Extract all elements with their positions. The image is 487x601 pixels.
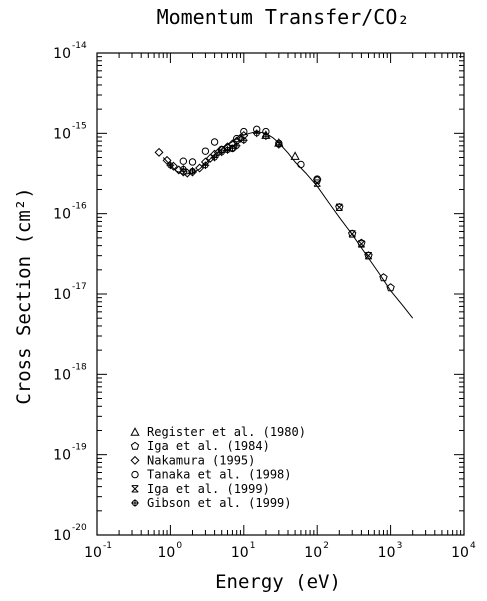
y-tick-label-exponent: -16 — [72, 202, 87, 212]
data-point-plus — [201, 161, 210, 170]
legend: Register et al. (1980)Iga et al. (1984)N… — [130, 425, 306, 510]
data-point-circle — [240, 127, 248, 136]
data-point-plus — [252, 129, 261, 138]
data-point-circle — [313, 175, 321, 183]
data-point-circle — [297, 160, 305, 169]
data-point-triangle — [290, 151, 300, 160]
data-point-diamond — [195, 163, 205, 173]
x-tick-label: 10 — [231, 545, 249, 561]
y-tick-label: 10 — [53, 126, 71, 142]
x-tick-label-exponent: -1 — [103, 541, 112, 551]
legend-label: Nakamura (1995) — [147, 453, 255, 467]
y-tick-label-exponent: -15 — [72, 121, 87, 131]
legend-label: Gibson et al. (1999) — [147, 496, 292, 510]
x-tick-label: 10 — [304, 545, 322, 561]
data-point-circle — [179, 157, 188, 165]
x-tick-labels: 10 -1 10 0 10 1 10 2 10 3 10 4 — [84, 541, 476, 561]
legend-marker-diamond — [130, 455, 140, 465]
data-point-cross — [357, 240, 365, 248]
axis-ticks — [96, 53, 464, 536]
x-tick-label-exponent: 2 — [323, 541, 329, 551]
y-tick-label: 10 — [53, 528, 71, 544]
y-tick-label: 10 — [53, 448, 71, 464]
data-point-cross — [313, 179, 321, 187]
legend-label: Iga et al. (1984) — [147, 439, 270, 453]
data-point-plus — [166, 161, 175, 170]
data-markers — [154, 125, 395, 292]
chart-title: Momentum Transfer/CO₂ — [157, 5, 410, 29]
legend-label: Register et al. (1980) — [147, 425, 306, 439]
y-tick-label-exponent: -19 — [72, 443, 87, 453]
data-point-cross — [348, 230, 356, 238]
data-point-diamond — [235, 133, 245, 143]
data-point-diamond — [162, 155, 172, 165]
legend-marker-circle — [131, 470, 139, 479]
x-tick-label-exponent: 0 — [176, 541, 182, 551]
y-tick-label-exponent: -18 — [72, 362, 87, 372]
y-tick-label-exponent: -14 — [72, 41, 87, 51]
data-point-plus — [210, 153, 219, 162]
data-point-plus — [262, 132, 270, 141]
x-axis-title: Energy (eV) — [215, 571, 341, 593]
legend-marker-cross — [131, 485, 139, 493]
data-point-circle — [201, 147, 210, 155]
legend-label: Tanaka et al. (1998) — [147, 468, 292, 482]
data-point-plus — [240, 136, 248, 145]
legend-marker-triangle — [130, 427, 140, 436]
x-tick-label: 10 — [157, 545, 175, 561]
y-axis-title: Cross Section (cm²) — [13, 187, 35, 404]
legend-marker-pentagon — [130, 441, 140, 450]
data-point-diamond — [213, 147, 223, 157]
x-tick-label-exponent: 4 — [470, 541, 476, 551]
data-point-cross — [335, 203, 343, 212]
data-point-plus — [188, 167, 197, 175]
data-point-circle — [232, 134, 241, 143]
data-point-plus — [275, 140, 283, 149]
x-tick-label: 10 — [451, 545, 469, 561]
legend-marker-plus — [131, 499, 139, 507]
y-tick-label: 10 — [53, 287, 71, 303]
y-tick-label-exponent: -20 — [72, 523, 87, 533]
y-tick-label-exponent: -17 — [72, 282, 87, 292]
data-point-circle — [210, 138, 219, 146]
data-point-circle — [188, 158, 197, 166]
x-tick-label-exponent: 3 — [397, 541, 403, 551]
data-point-plus — [232, 141, 241, 150]
y-tick-label: 10 — [53, 207, 71, 223]
y-tick-label: 10 — [53, 367, 71, 383]
data-point-pentagon — [379, 273, 388, 282]
data-point-diamond — [154, 147, 164, 157]
data-point-cross — [364, 251, 373, 260]
x-tick-label: 10 — [84, 545, 102, 561]
x-tick-label: 10 — [378, 545, 396, 561]
recommended-curve — [162, 131, 414, 319]
legend-label: Iga et al. (1999) — [147, 482, 270, 496]
y-tick-label: 10 — [53, 46, 71, 62]
data-point-plus — [179, 165, 188, 173]
data-point-pentagon — [386, 283, 395, 292]
x-tick-label-exponent: 1 — [250, 541, 256, 551]
data-point-plus — [217, 148, 226, 157]
